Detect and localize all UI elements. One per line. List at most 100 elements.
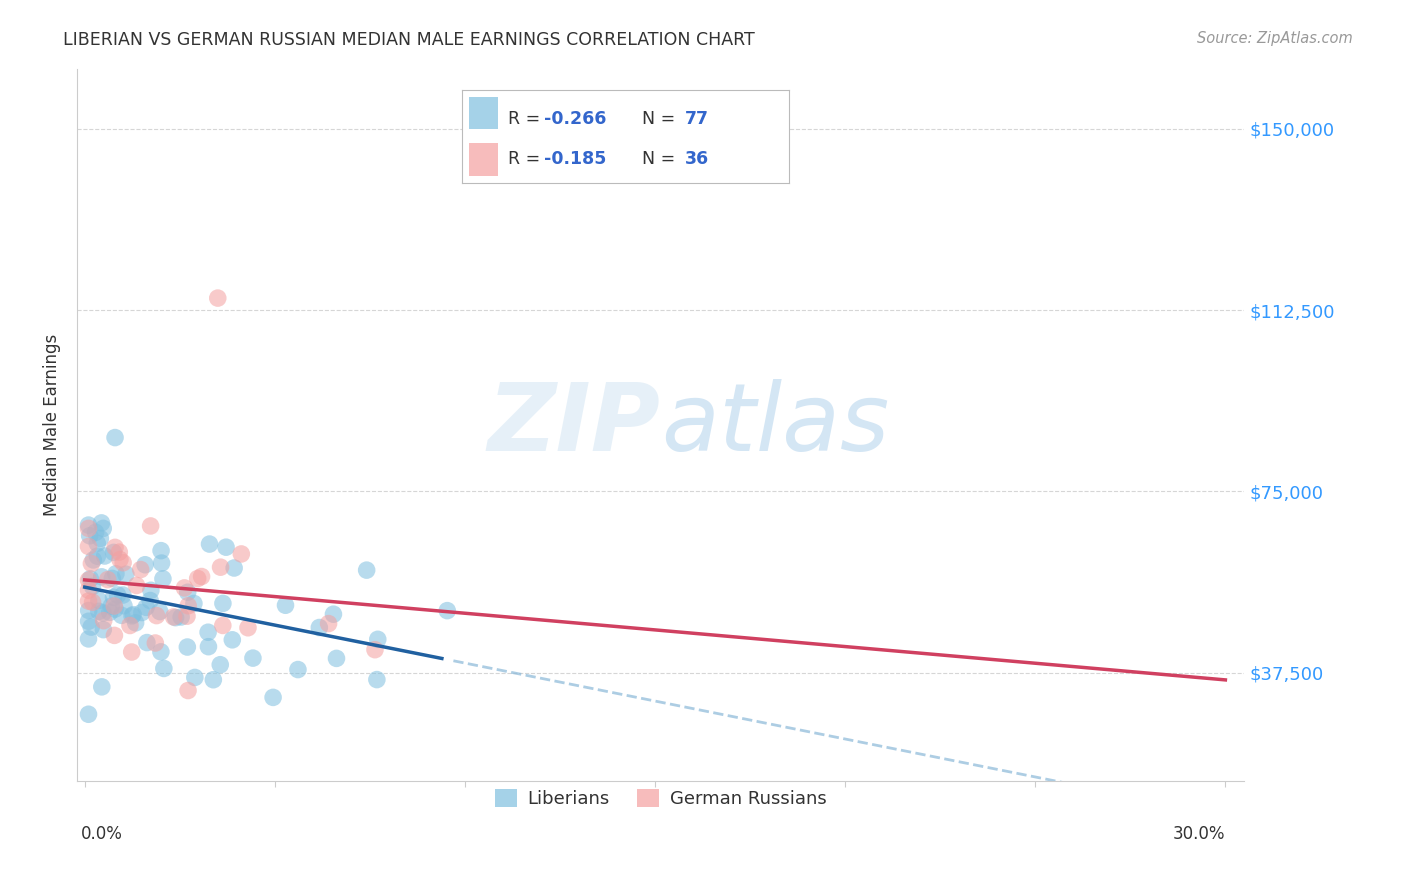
- Point: [139, 583, 162, 598]
- Point: [325, 651, 347, 665]
- Point: [87, 604, 110, 618]
- Point: [176, 640, 198, 654]
- Point: [262, 690, 284, 705]
- Point: [103, 628, 125, 642]
- Point: [91, 521, 114, 535]
- Point: [143, 636, 166, 650]
- Point: [103, 599, 125, 613]
- Point: [209, 657, 232, 672]
- Point: [108, 545, 131, 559]
- Point: [236, 621, 259, 635]
- Point: [184, 670, 207, 684]
- Point: [198, 537, 221, 551]
- Point: [108, 552, 131, 566]
- Point: [165, 610, 187, 624]
- Legend: Liberians, German Russians: Liberians, German Russians: [488, 781, 834, 815]
- Point: [77, 632, 100, 646]
- Point: [80, 557, 103, 571]
- Point: [177, 599, 200, 613]
- Point: [197, 625, 219, 640]
- Point: [77, 518, 100, 533]
- Point: [318, 616, 340, 631]
- Point: [152, 572, 174, 586]
- Point: [84, 525, 107, 540]
- Point: [187, 572, 209, 586]
- Point: [129, 563, 152, 577]
- Text: LIBERIAN VS GERMAN RUSSIAN MEDIAN MALE EARNINGS CORRELATION CHART: LIBERIAN VS GERMAN RUSSIAN MEDIAN MALE E…: [63, 31, 755, 49]
- Point: [149, 605, 172, 619]
- Point: [139, 593, 162, 607]
- Point: [104, 602, 127, 616]
- Point: [77, 573, 100, 587]
- Point: [242, 651, 264, 665]
- Point: [93, 614, 115, 628]
- Point: [104, 541, 127, 555]
- Point: [183, 597, 205, 611]
- Point: [79, 572, 101, 586]
- Point: [176, 585, 198, 599]
- Point: [162, 610, 184, 624]
- Text: Source: ZipAtlas.com: Source: ZipAtlas.com: [1197, 31, 1353, 46]
- Point: [104, 566, 127, 581]
- Point: [356, 563, 378, 577]
- Point: [107, 588, 129, 602]
- Point: [90, 680, 112, 694]
- Point: [86, 536, 108, 550]
- Text: 0.0%: 0.0%: [82, 825, 122, 843]
- Point: [131, 606, 153, 620]
- Point: [215, 540, 238, 554]
- Point: [77, 521, 100, 535]
- Point: [111, 588, 134, 602]
- Point: [98, 605, 121, 619]
- Point: [125, 578, 148, 592]
- Point: [77, 583, 100, 598]
- Point: [101, 571, 124, 585]
- Point: [93, 549, 115, 563]
- Point: [86, 549, 108, 564]
- Point: [145, 608, 167, 623]
- Point: [135, 635, 157, 649]
- Point: [91, 623, 114, 637]
- Text: atlas: atlas: [661, 379, 889, 470]
- Point: [77, 603, 100, 617]
- Point: [90, 516, 112, 530]
- Point: [100, 599, 122, 614]
- Y-axis label: Median Male Earnings: Median Male Earnings: [44, 334, 60, 516]
- Point: [77, 614, 100, 628]
- Point: [308, 620, 330, 634]
- Point: [170, 610, 193, 624]
- Point: [80, 620, 103, 634]
- Point: [115, 567, 138, 582]
- Point: [77, 707, 100, 722]
- Point: [139, 519, 162, 533]
- Point: [118, 618, 141, 632]
- Point: [103, 591, 125, 605]
- Point: [224, 561, 246, 575]
- Point: [202, 673, 225, 687]
- Point: [121, 608, 143, 623]
- Point: [79, 529, 101, 543]
- Point: [173, 581, 195, 595]
- Point: [112, 556, 135, 570]
- Point: [122, 607, 145, 622]
- Point: [287, 663, 309, 677]
- Point: [153, 661, 176, 675]
- Point: [177, 683, 200, 698]
- Point: [211, 618, 233, 632]
- Point: [436, 604, 458, 618]
- Point: [82, 579, 104, 593]
- Point: [322, 607, 344, 622]
- Text: 30.0%: 30.0%: [1173, 825, 1226, 843]
- Point: [367, 632, 389, 647]
- Point: [91, 606, 114, 620]
- Point: [82, 595, 104, 609]
- Point: [190, 569, 212, 583]
- Point: [89, 532, 111, 546]
- Point: [77, 540, 100, 554]
- Point: [231, 547, 253, 561]
- Point: [366, 673, 388, 687]
- Point: [110, 608, 132, 623]
- Text: ZIP: ZIP: [488, 379, 661, 471]
- Point: [274, 599, 297, 613]
- Point: [134, 558, 156, 572]
